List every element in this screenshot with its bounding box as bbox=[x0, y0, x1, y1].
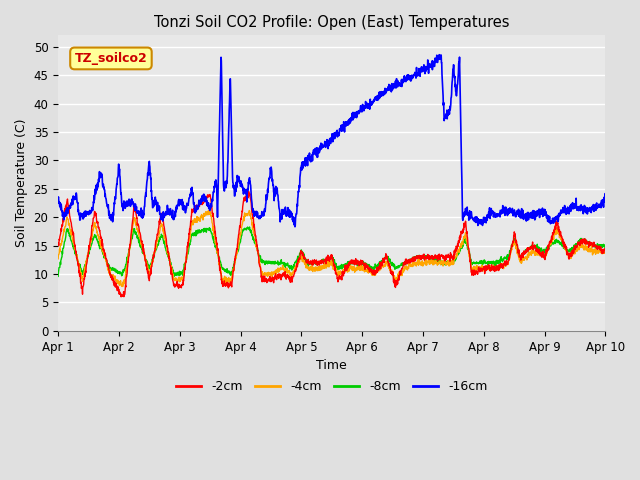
Y-axis label: Soil Temperature (C): Soil Temperature (C) bbox=[15, 119, 28, 247]
Legend: -2cm, -4cm, -8cm, -16cm: -2cm, -4cm, -8cm, -16cm bbox=[171, 375, 493, 398]
Text: TZ_soilco2: TZ_soilco2 bbox=[75, 52, 147, 65]
X-axis label: Time: Time bbox=[316, 359, 347, 372]
Title: Tonzi Soil CO2 Profile: Open (East) Temperatures: Tonzi Soil CO2 Profile: Open (East) Temp… bbox=[154, 15, 509, 30]
